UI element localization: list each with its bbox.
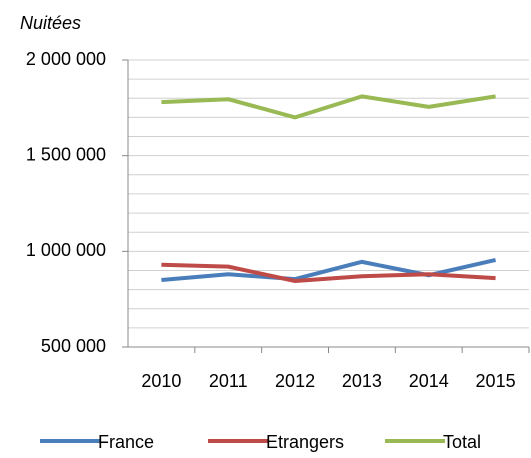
y-tick-label: 1 000 000 <box>26 240 106 260</box>
y-axis-label: Nuitées <box>20 13 81 33</box>
x-tick-label: 2015 <box>476 371 516 391</box>
x-tick-label: 2014 <box>409 371 449 391</box>
line-series <box>161 262 496 283</box>
line-series <box>161 257 497 283</box>
y-tick-label: 500 000 <box>41 336 106 356</box>
x-tick-label: 2012 <box>275 371 315 391</box>
x-tick-label: 2010 <box>141 371 181 391</box>
legend-label: Etrangers <box>266 432 344 452</box>
x-tick-label: 2011 <box>209 371 248 391</box>
x-tick-label: 2013 <box>342 371 382 391</box>
y-tick-label: 2 000 000 <box>26 49 106 69</box>
y-tick-label: 1 500 000 <box>26 144 106 164</box>
legend-label: Total <box>443 432 481 452</box>
line-series <box>161 94 496 120</box>
legend-label: France <box>98 432 154 452</box>
